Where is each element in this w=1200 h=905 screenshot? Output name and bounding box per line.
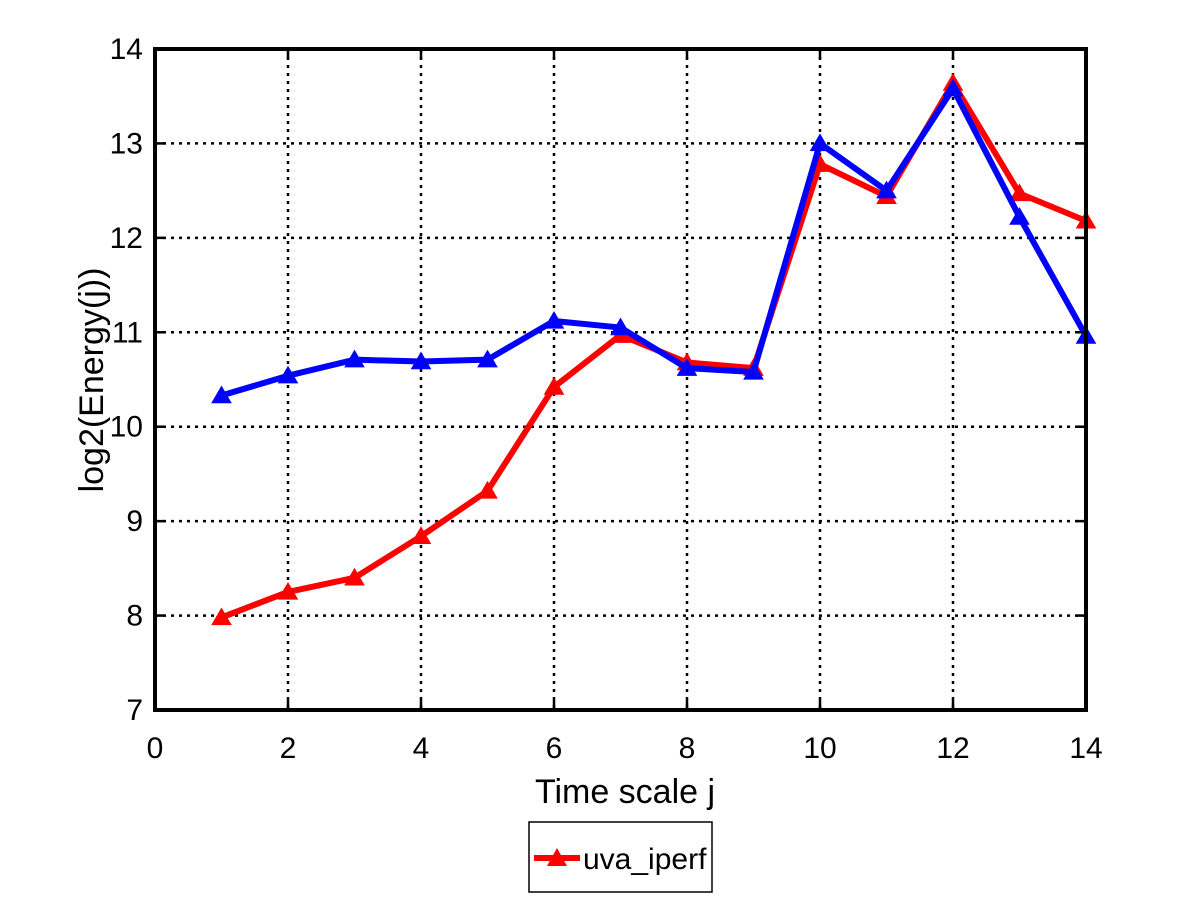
data-point-uva-iperf: [477, 480, 498, 499]
y-tick-label: 12: [110, 222, 143, 255]
x-axis-title: Time scale j: [535, 773, 715, 811]
data-point-series-2: [876, 180, 897, 199]
data-point-series-2: [211, 385, 232, 404]
data-point-series-2: [344, 349, 365, 368]
x-tick-label: 8: [679, 732, 696, 765]
x-tick-label: 12: [936, 732, 969, 765]
x-tick-label: 4: [413, 732, 430, 765]
data-point-uva-iperf: [1009, 183, 1030, 202]
data-point-series-2: [277, 365, 299, 384]
y-axis-title: log2(Energy(j)): [73, 268, 111, 493]
plot-frame: [153, 47, 1088, 712]
x-tick-label: 10: [803, 732, 836, 765]
x-tick-label: 6: [546, 732, 563, 765]
data-point-series-2: [809, 133, 831, 152]
x-tick-label: 14: [1069, 732, 1102, 765]
legend-marker-uva-iperf: [547, 848, 567, 866]
data-point-uva-iperf: [410, 526, 432, 544]
tick-layer: 0 2 4 6 8 10 12 14 7 8 9 10 11 12 13 14: [110, 33, 1103, 765]
data-point-series-2: [477, 349, 498, 368]
y-tick-label: 13: [110, 127, 143, 160]
x-tick-label: 2: [280, 732, 297, 765]
data-point-series-2: [676, 358, 698, 376]
data-point-uva-iperf: [543, 377, 565, 395]
data-point-series-2: [610, 317, 631, 336]
data-point-uva-iperf: [277, 581, 299, 600]
data-point-series-2: [942, 78, 964, 97]
legend-label-uva-iperf: uva_iperf: [583, 843, 707, 876]
series-line-series-2: [218, 85, 1089, 399]
data-point-series-2: [410, 351, 432, 370]
data-point-uva-iperf: [211, 607, 232, 626]
x-tick-label: 0: [147, 732, 164, 765]
data-point-series-2: [1009, 207, 1030, 225]
data-point-series-2: [543, 310, 565, 329]
y-tick-label: 11: [112, 316, 143, 349]
y-tick-label: 14: [110, 33, 143, 66]
data-point-uva-iperf: [344, 567, 365, 586]
data-point-series-2: [743, 361, 764, 380]
legend: uva_iperf: [528, 821, 713, 893]
y-tick-label: 10: [110, 411, 143, 444]
y-tick-label: 8: [126, 600, 143, 633]
y-tick-label: 7: [126, 694, 143, 727]
y-tick-label: 9: [126, 505, 143, 538]
